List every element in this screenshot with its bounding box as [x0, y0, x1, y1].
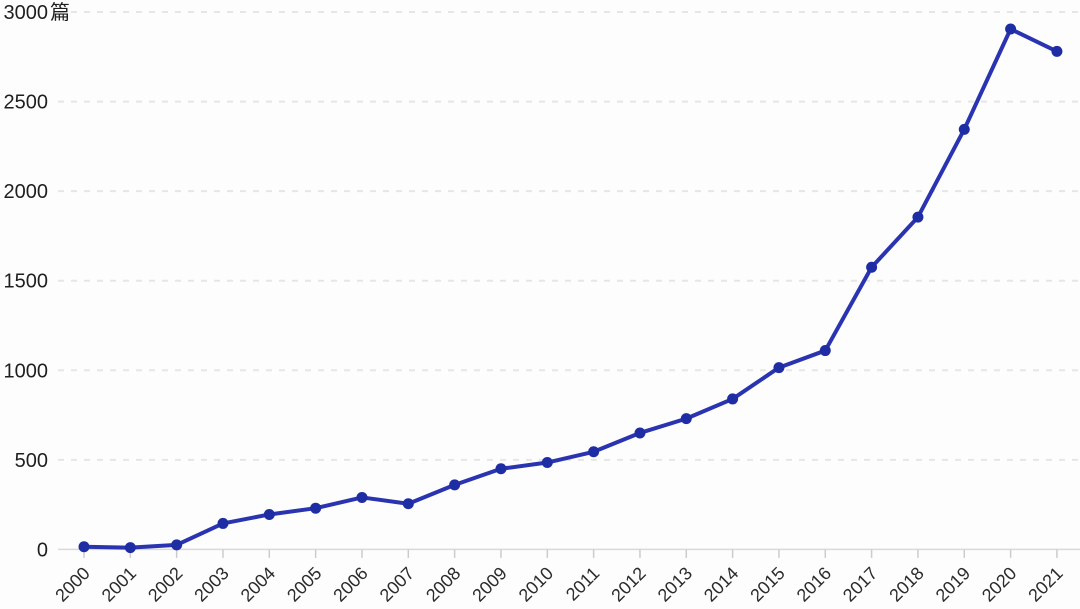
data-point-2009: [495, 463, 507, 475]
data-point-2001: [124, 542, 136, 554]
data-point-2017: [866, 261, 878, 273]
data-point-2021: [1051, 45, 1063, 57]
data-point-2002: [171, 539, 183, 551]
data-point-2018: [912, 211, 924, 223]
data-point-2012: [634, 427, 646, 439]
data-point-2006: [356, 491, 368, 503]
y-axis-label-2000: 2000: [4, 181, 49, 203]
data-point-2000: [78, 541, 90, 553]
data-point-2020: [1005, 23, 1017, 35]
data-point-2004: [263, 508, 275, 520]
series-line: [82, 27, 1059, 550]
data-point-2011: [588, 446, 600, 458]
y-axis-label-1500: 1500: [4, 271, 49, 293]
data-point-2019: [958, 123, 970, 135]
y-axis-label-1000: 1000: [4, 360, 49, 382]
y-axis-label-2500: 2500: [4, 92, 49, 114]
data-point-2016: [819, 345, 831, 357]
data-point-2014: [727, 393, 739, 405]
data-point-2013: [680, 413, 692, 425]
y-axis-label-0: 0: [37, 539, 48, 561]
data-point-2015: [773, 362, 785, 374]
y-axis-label-3000: 3000: [4, 2, 49, 24]
data-point-2008: [449, 479, 461, 491]
data-point-2010: [541, 457, 553, 469]
data-point-2007: [402, 498, 414, 510]
y-axis-unit-label: 篇: [50, 1, 70, 24]
data-point-2005: [310, 502, 322, 514]
data-point-2003: [217, 517, 229, 529]
y-axis-label-500: 500: [15, 450, 48, 472]
